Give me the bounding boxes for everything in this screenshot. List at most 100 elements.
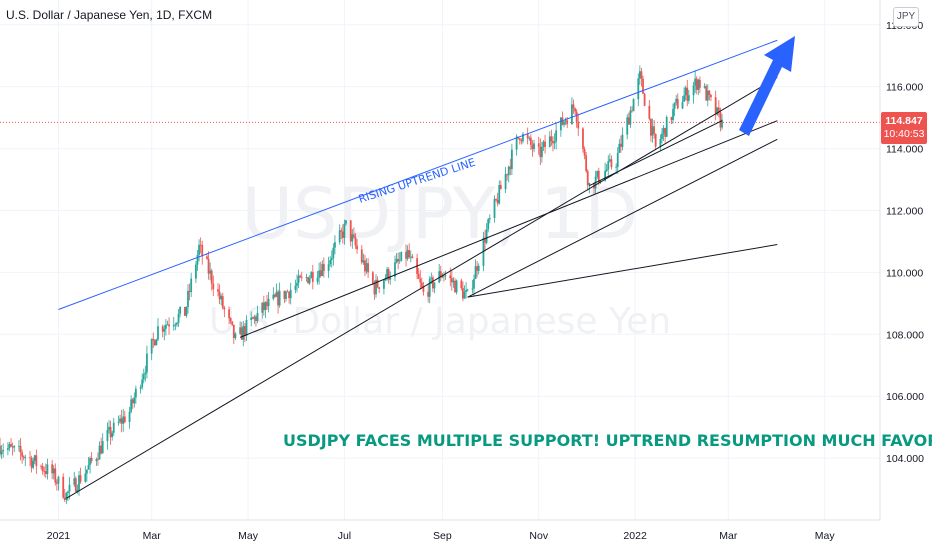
candle-body bbox=[286, 291, 289, 293]
candle-body bbox=[8, 444, 11, 449]
candle-body bbox=[123, 416, 126, 423]
candle-body bbox=[714, 97, 717, 115]
candle-body bbox=[531, 144, 534, 150]
candle-body bbox=[108, 426, 110, 430]
candle-body bbox=[6, 448, 9, 450]
candle-body bbox=[46, 464, 49, 474]
candle-body bbox=[310, 272, 313, 279]
candle-body bbox=[427, 291, 430, 297]
candle-body bbox=[65, 492, 68, 501]
support-trendline bbox=[66, 76, 778, 499]
candle-body bbox=[444, 275, 447, 277]
candle-body bbox=[541, 146, 543, 158]
x-tick-label: Sep bbox=[433, 530, 452, 542]
candle-body bbox=[101, 440, 104, 454]
candle-body bbox=[68, 484, 71, 492]
candle-body bbox=[141, 379, 144, 388]
watermark-name: U.S. Dollar / Japanese Yen bbox=[209, 301, 671, 342]
candle-body bbox=[706, 90, 709, 101]
candle-body bbox=[119, 418, 121, 422]
candle-body bbox=[638, 71, 641, 79]
currency-badge[interactable]: JPY bbox=[893, 7, 919, 27]
candle-body bbox=[493, 199, 496, 218]
x-tick-label: 2022 bbox=[623, 530, 647, 542]
candle-body bbox=[73, 478, 76, 485]
candle-body bbox=[267, 298, 270, 307]
candle-body bbox=[365, 263, 368, 272]
candle-body bbox=[150, 338, 153, 354]
candle-body bbox=[555, 130, 558, 142]
candle-body bbox=[552, 140, 554, 144]
candle-body bbox=[251, 317, 254, 319]
candle-body bbox=[526, 134, 529, 139]
candle-body bbox=[717, 107, 720, 112]
candle-body bbox=[206, 256, 208, 259]
candle-body bbox=[217, 289, 219, 292]
candle-body bbox=[74, 478, 77, 492]
candle-body bbox=[360, 249, 363, 263]
candle-body bbox=[471, 288, 474, 290]
candle-body bbox=[30, 458, 33, 468]
candle-body bbox=[195, 264, 197, 279]
candle-body bbox=[441, 275, 444, 278]
candle-body bbox=[261, 302, 264, 313]
candle-body bbox=[542, 141, 545, 147]
candle-body bbox=[408, 250, 411, 258]
candle-body bbox=[473, 279, 475, 289]
candle-body bbox=[406, 250, 409, 259]
candle-body bbox=[495, 199, 497, 201]
candle-body bbox=[544, 141, 546, 148]
candle-body bbox=[209, 270, 212, 274]
candle-body bbox=[55, 482, 58, 484]
candle-body bbox=[705, 86, 708, 101]
candle-body bbox=[164, 324, 167, 329]
candle-body bbox=[462, 288, 464, 299]
candle-body bbox=[653, 126, 655, 134]
candle-body bbox=[210, 270, 213, 284]
candle-body bbox=[297, 275, 300, 283]
candle-body bbox=[395, 258, 398, 263]
candle-body bbox=[98, 445, 101, 460]
candle-body bbox=[63, 497, 66, 501]
candle-body bbox=[11, 446, 14, 448]
candle-body bbox=[356, 245, 358, 250]
candle-body bbox=[476, 266, 479, 271]
candle-body bbox=[522, 134, 524, 142]
candle-body bbox=[163, 328, 166, 332]
candle-body bbox=[631, 110, 633, 112]
candle-body bbox=[672, 108, 674, 121]
forecast-arrow bbox=[739, 36, 795, 136]
candle-body bbox=[35, 455, 38, 466]
candle-body bbox=[477, 265, 480, 271]
candle-body bbox=[84, 473, 87, 482]
x-tick-label: May bbox=[815, 530, 836, 542]
candle-body bbox=[188, 290, 191, 293]
candle-body bbox=[234, 333, 237, 339]
candle-body bbox=[640, 71, 643, 79]
candle-body bbox=[400, 251, 403, 261]
candle-body bbox=[659, 139, 662, 147]
candle-body bbox=[332, 247, 335, 259]
candle-body bbox=[716, 107, 719, 115]
candle-body bbox=[375, 279, 377, 295]
candle-body bbox=[533, 143, 535, 150]
candle-body bbox=[572, 104, 575, 109]
candle-body bbox=[255, 316, 257, 322]
candle-body bbox=[305, 277, 308, 278]
candle-body bbox=[183, 306, 186, 316]
candle-body bbox=[262, 302, 265, 310]
candle-body bbox=[168, 324, 170, 327]
candle-body bbox=[574, 108, 576, 112]
candle-body bbox=[33, 455, 36, 462]
candle-body bbox=[484, 237, 486, 243]
candle-body bbox=[661, 133, 663, 140]
candle-body bbox=[621, 134, 624, 147]
candle-body bbox=[438, 271, 441, 283]
candle-body bbox=[615, 166, 618, 168]
y-tick-label: 104.000 bbox=[886, 453, 924, 465]
candle-body bbox=[134, 388, 137, 398]
candle-body bbox=[708, 90, 711, 96]
support-trendline bbox=[467, 138, 778, 298]
candle-body bbox=[57, 476, 60, 484]
